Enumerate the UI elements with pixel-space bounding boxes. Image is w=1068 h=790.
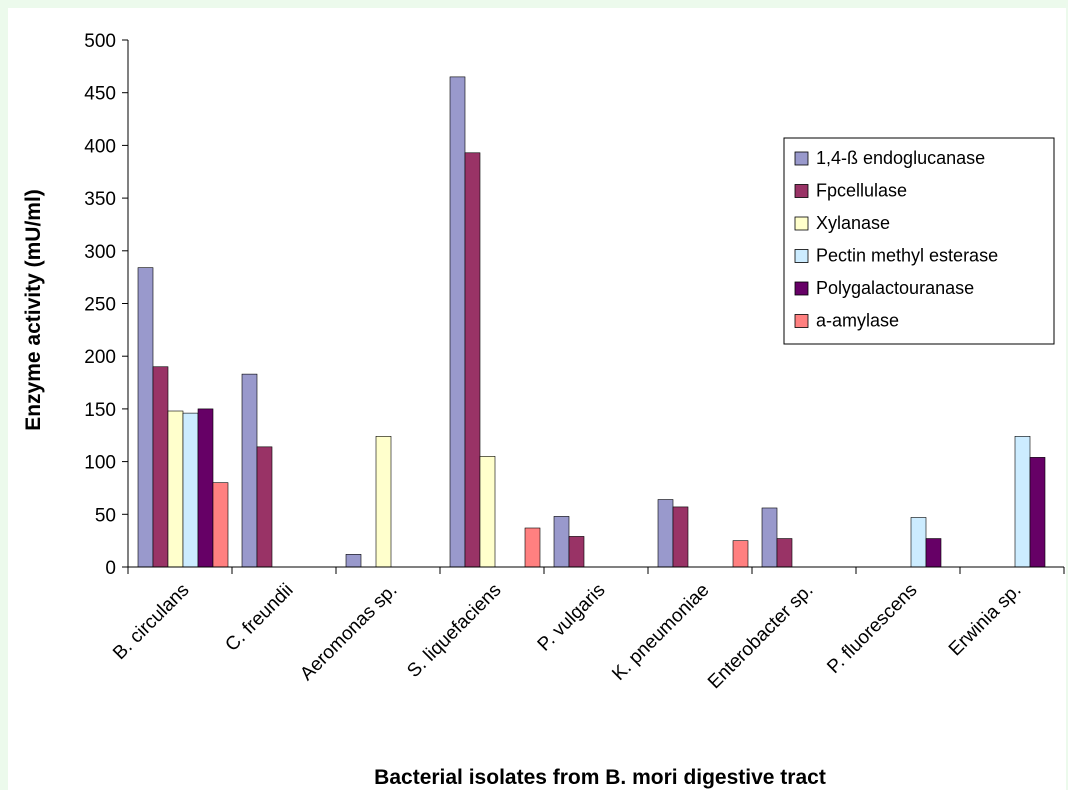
legend-swatch [794,184,809,198]
bar [241,373,258,568]
y-tick-label: 500 [84,31,116,52]
bar-chart: 0 50 100 150 200 250 300 350 400 450 500 B. circul… [22,31,1065,789]
bar [672,506,689,568]
bar [375,436,392,568]
x-category-label: Erwinia sp. [945,580,1026,661]
legend-label: Xylanase [816,213,890,233]
bar [345,554,362,568]
legend-swatch [794,281,809,296]
y-tick-label: 50 [95,505,116,526]
x-category-label: S. liquefaciens [403,580,505,682]
y-tick-label: 150 [84,400,116,421]
legend-label: 1,4-ß endoglucanase [816,148,985,168]
bar [167,410,184,568]
x-category-label: K. pneumoniae [608,580,713,685]
bar [524,527,541,568]
chart-frame: 0 50 100 150 200 250 300 350 400 450 500 B. circul… [8,8,1066,790]
y-tick-label: 250 [84,295,116,316]
y-tick-label: 100 [84,453,116,474]
bar [449,76,466,568]
bar [553,516,570,568]
x-category-label: B. circulans [109,580,193,664]
legend-label: Fpcellulase [816,181,907,201]
y-tick-label: 0 [105,558,116,579]
bar [479,456,496,568]
x-category-label: C. freundii [221,580,297,656]
bar [152,366,169,568]
y-tick-label: 350 [84,189,116,210]
x-category-label: P. vulgaris [534,580,610,656]
legend-label: a-amylase [816,311,899,331]
x-category-label: Aeromonas sp. [296,580,401,685]
y-tick-label: 450 [84,84,116,105]
bar [761,507,778,568]
legend: 1,4-ß endoglucanase Fpcellulase Xylanase Pe… [783,137,1055,345]
bar [182,412,199,568]
bar [776,538,793,568]
y-axis-ticks: 0 50 100 150 200 250 300 350 400 450 500 [84,31,128,579]
legend-label: Pectin methyl esterase [816,246,998,266]
plot-area: 0 50 100 150 200 250 300 350 400 450 500 B. circul… [84,31,1065,693]
bar [212,482,229,568]
bar [657,499,674,568]
bar [910,517,927,568]
y-axis-title: Enzyme activity (mU/ml) [22,189,45,431]
x-category-label: Enterobacter sp. [704,580,817,693]
legend-swatch [794,216,809,231]
bar [137,267,154,568]
x-axis-title: Bacterial isolates from B. mori digestiv… [374,766,826,789]
legend-label: Polygalactouranase [816,278,974,298]
bar [1029,457,1046,568]
y-tick-label: 400 [84,136,116,157]
bar [568,536,585,568]
x-category-label: P. fluorescens [823,580,921,678]
legend-swatch [794,249,809,263]
x-axis-ticks [127,567,1065,574]
bar [464,152,481,568]
legend-box [783,137,1055,345]
bar [1014,436,1031,568]
bar [256,446,273,568]
bar [732,540,749,568]
bar [197,408,214,568]
y-tick-label: 200 [84,347,116,368]
legend-swatch [794,151,809,166]
y-tick-label: 300 [84,242,116,263]
legend-swatch [794,314,809,328]
bar [925,538,942,568]
